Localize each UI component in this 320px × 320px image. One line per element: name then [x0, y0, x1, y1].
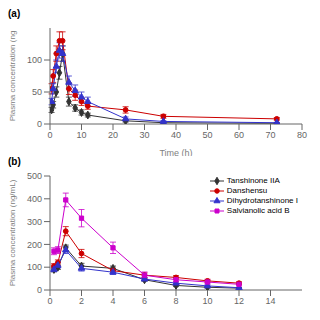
svg-text:Plasma concentration (ng: Plasma concentration (ng [8, 31, 17, 122]
svg-text:10: 10 [76, 130, 86, 140]
svg-text:8: 8 [173, 296, 178, 306]
svg-text:12: 12 [234, 296, 244, 306]
svg-text:4: 4 [110, 296, 115, 306]
svg-text:2: 2 [79, 296, 84, 306]
svg-text:14: 14 [265, 296, 275, 306]
html-text:Danshensu: Danshensu [226, 186, 268, 195]
svg-text:30: 30 [139, 130, 149, 140]
svg-text:400: 400 [27, 194, 42, 204]
svg-text:40: 40 [171, 130, 181, 140]
svg-text:Time (h): Time (h) [159, 148, 192, 156]
svg-text:0: 0 [37, 285, 42, 295]
svg-text:50: 50 [202, 130, 212, 140]
svg-text:100: 100 [27, 262, 42, 272]
html-text:(a): (a) [8, 8, 21, 19]
svg-text:300: 300 [27, 217, 42, 227]
svg-text:0: 0 [47, 130, 52, 140]
svg-text:80: 80 [297, 130, 307, 140]
svg-text:0: 0 [47, 296, 52, 306]
svg-text:6: 6 [142, 296, 147, 306]
svg-text:Plasma concentration (ng/mL): Plasma concentration (ng/mL) [8, 179, 17, 286]
svg-text:10: 10 [202, 296, 212, 306]
svg-text:20: 20 [108, 130, 118, 140]
svg-text:0: 0 [37, 119, 42, 129]
svg-text:50: 50 [32, 87, 42, 97]
svg-text:200: 200 [27, 240, 42, 250]
svg-text:500: 500 [27, 171, 42, 181]
html-text:Salvianolic acid B: Salvianolic acid B [226, 206, 290, 215]
html-text:Tanshinone IIA: Tanshinone IIA [226, 176, 280, 185]
svg-text:100: 100 [27, 55, 42, 65]
svg-text:60: 60 [234, 130, 244, 140]
html-text:Dihydrotanshinone I: Dihydrotanshinone I [226, 196, 298, 205]
html-text:(b): (b) [8, 156, 21, 167]
svg-text:70: 70 [265, 130, 275, 140]
